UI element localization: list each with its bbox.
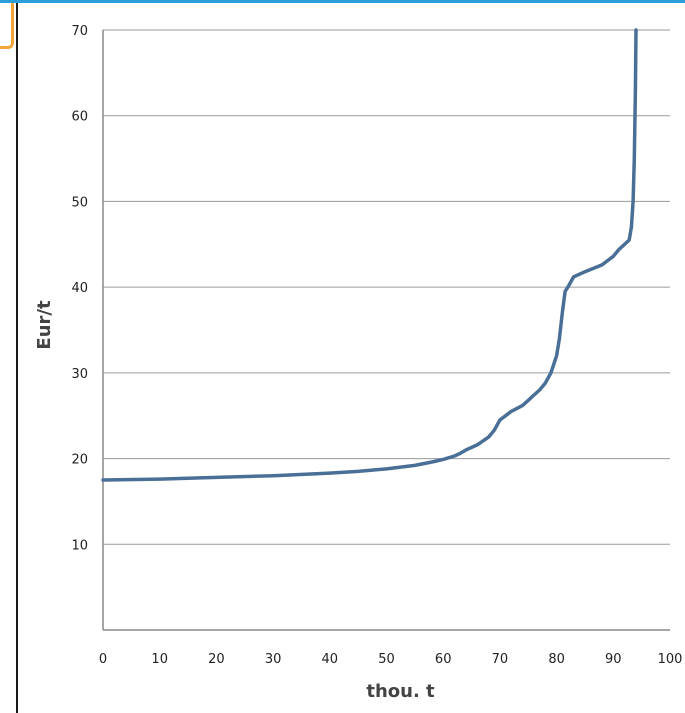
x-tick-label: 60 <box>435 652 452 667</box>
series-line-0 <box>101 28 638 482</box>
y-tick-label: 70 <box>71 24 88 39</box>
x-tick-label: 30 <box>265 652 282 667</box>
x-tick-label: 20 <box>208 652 225 667</box>
axes <box>102 30 670 631</box>
corner-accent <box>0 3 14 49</box>
y-axis-title: Eur/t <box>34 300 55 350</box>
y-tick-label: 10 <box>71 538 88 553</box>
x-tick-label: 0 <box>99 652 107 667</box>
y-tick-labels: 10 20 30 40 50 60 70 <box>71 24 88 553</box>
series-lines <box>101 28 638 482</box>
x-tick-label: 10 <box>151 652 168 667</box>
y-tick-label: 60 <box>71 110 88 125</box>
x-axis-title: thou. t <box>366 681 435 702</box>
x-tick-label: 90 <box>605 652 622 667</box>
y-tick-label: 40 <box>71 281 88 296</box>
y-tick-label: 30 <box>71 367 88 382</box>
x-tick-label: 100 <box>658 652 683 667</box>
y-tick-label: 20 <box>71 453 88 468</box>
x-tick-label: 80 <box>548 652 565 667</box>
x-tick-label: 70 <box>492 652 509 667</box>
frame-left-border <box>16 3 18 713</box>
x-tick-labels: 0 10 20 30 40 50 60 70 80 90 100 <box>99 652 683 667</box>
x-tick-label: 50 <box>378 652 395 667</box>
x-tick-label: 40 <box>322 652 339 667</box>
grid-lines <box>103 29 670 545</box>
y-tick-label: 50 <box>71 195 88 210</box>
